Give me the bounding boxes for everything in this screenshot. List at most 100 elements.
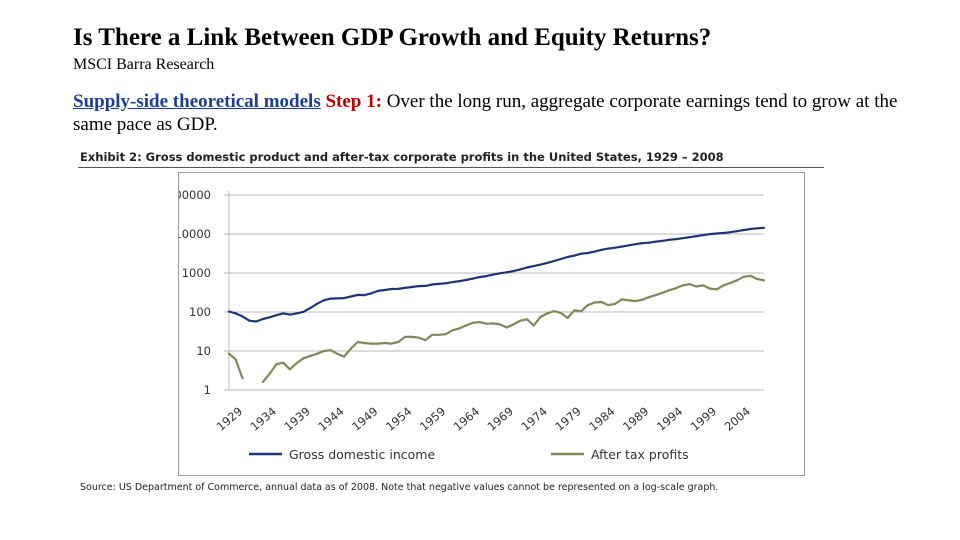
slide-subtitle: MSCI Barra Research	[73, 56, 215, 73]
data-point	[580, 310, 583, 313]
data-point	[749, 227, 752, 231]
data-point	[708, 287, 711, 290]
data-point	[349, 347, 352, 350]
data-point	[620, 245, 623, 248]
data-point	[539, 315, 542, 318]
data-point	[485, 275, 488, 278]
data-point	[295, 312, 298, 315]
x-tick-label: 1984	[586, 404, 617, 434]
data-point	[559, 311, 562, 314]
data-point	[302, 357, 305, 360]
data-point	[390, 287, 393, 291]
data-point	[715, 232, 718, 235]
data-point	[478, 321, 481, 324]
data-point	[227, 352, 231, 355]
data-point	[444, 333, 447, 336]
data-point	[383, 341, 386, 345]
data-point	[674, 287, 678, 290]
data-point	[336, 297, 339, 300]
data-point	[688, 283, 691, 286]
data-point	[553, 259, 556, 263]
data-point	[641, 298, 644, 301]
data-point	[288, 368, 291, 371]
data-point	[241, 315, 244, 318]
data-point	[404, 286, 407, 289]
data-point	[749, 274, 752, 277]
data-point	[404, 335, 407, 338]
data-point	[349, 295, 352, 298]
y-tick-label: 1000	[182, 266, 211, 280]
data-point	[431, 333, 434, 336]
chart-source-note: Source: US Department of Commerce, annua…	[80, 482, 719, 493]
data-point	[451, 281, 454, 284]
x-tick-label: 1994	[654, 404, 685, 434]
data-point	[498, 323, 501, 326]
data-point	[437, 282, 440, 285]
data-point	[464, 278, 468, 282]
x-tick-label: 1979	[552, 404, 583, 434]
data-point	[295, 362, 298, 365]
data-point	[668, 238, 671, 241]
supply-side-link[interactable]: Supply-side theoretical models	[73, 91, 321, 112]
data-point	[702, 234, 705, 237]
body-text: Over the long run, aggregate corporate e…	[73, 91, 898, 135]
x-tick-label: 1999	[688, 404, 719, 434]
data-point	[376, 342, 380, 345]
data-point	[329, 297, 332, 300]
data-point	[634, 243, 637, 246]
data-point	[722, 284, 725, 287]
data-point	[695, 235, 698, 238]
data-point	[688, 236, 691, 239]
data-point	[695, 285, 698, 288]
data-point	[519, 319, 522, 322]
data-point	[729, 231, 732, 234]
data-point	[485, 322, 488, 325]
data-point	[505, 326, 508, 329]
data-point	[681, 237, 684, 240]
data-point	[532, 324, 535, 327]
data-point	[702, 284, 705, 287]
x-tick-label: 1959	[417, 404, 448, 434]
data-point	[742, 275, 745, 278]
data-point	[288, 313, 291, 316]
data-point	[668, 289, 671, 292]
data-point	[600, 248, 603, 251]
data-point	[742, 229, 745, 232]
data-point	[261, 380, 264, 384]
data-point	[566, 255, 569, 259]
y-tick-label: 10	[196, 344, 211, 358]
data-point	[620, 298, 623, 301]
data-point	[539, 263, 542, 266]
data-point	[756, 227, 759, 230]
data-point	[376, 289, 380, 292]
data-point	[586, 304, 589, 307]
data-point	[261, 317, 264, 321]
data-point	[566, 316, 569, 320]
data-point	[546, 312, 549, 315]
x-tick-label: 1974	[518, 404, 549, 434]
data-point	[275, 363, 278, 366]
data-point	[397, 287, 400, 290]
data-point	[471, 321, 474, 324]
exhibit-divider	[78, 167, 824, 168]
x-tick-label: 1989	[620, 404, 651, 434]
data-point	[464, 324, 468, 327]
data-point	[762, 226, 766, 229]
data-point	[647, 241, 650, 244]
data-point	[762, 279, 766, 282]
data-point	[234, 312, 237, 315]
data-point	[661, 239, 664, 242]
data-point	[356, 293, 359, 296]
slide-title: Is There a Link Between GDP Growth and E…	[73, 24, 712, 51]
data-point	[613, 302, 617, 306]
data-point	[410, 285, 413, 289]
data-point	[586, 251, 589, 255]
x-tick-label: 1939	[281, 404, 312, 434]
data-point	[735, 230, 739, 233]
data-point	[329, 349, 332, 352]
data-point	[248, 319, 251, 322]
data-point	[255, 320, 258, 323]
data-point	[444, 282, 447, 285]
x-tick-label: 1969	[485, 404, 516, 434]
